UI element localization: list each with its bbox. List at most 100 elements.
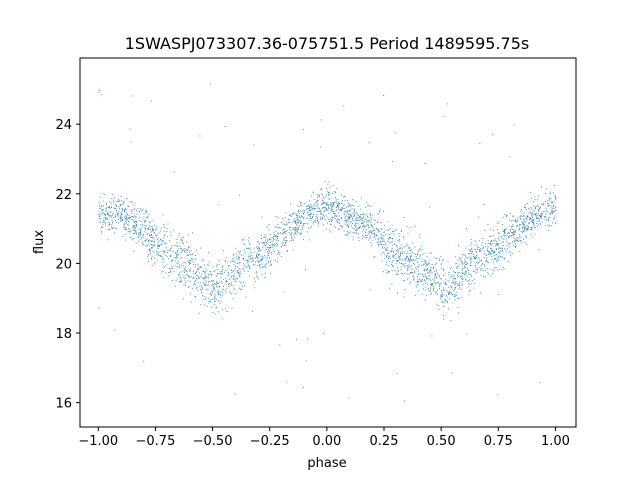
data-point xyxy=(536,223,538,224)
data-point xyxy=(516,237,518,238)
data-point xyxy=(496,242,498,244)
data-point xyxy=(134,232,136,234)
data-point xyxy=(429,279,431,281)
data-point xyxy=(402,273,403,275)
data-point xyxy=(486,257,488,259)
data-point xyxy=(134,225,136,227)
data-point xyxy=(397,273,399,275)
data-point xyxy=(464,265,465,267)
data-point xyxy=(440,264,442,266)
data-point xyxy=(522,228,524,230)
data-point xyxy=(507,236,509,238)
data-point xyxy=(123,224,125,225)
data-point xyxy=(292,213,293,215)
data-point xyxy=(503,238,505,240)
data-point xyxy=(234,278,236,280)
data-point xyxy=(541,216,543,217)
data-point xyxy=(456,285,458,287)
data-point xyxy=(454,295,456,297)
data-point xyxy=(399,259,401,261)
data-point xyxy=(238,194,240,196)
data-point xyxy=(326,194,327,196)
data-point xyxy=(455,256,457,258)
data-point xyxy=(477,257,479,259)
data-point xyxy=(428,271,430,273)
data-point xyxy=(234,247,236,249)
data-point xyxy=(157,237,159,239)
data-point xyxy=(105,214,106,216)
data-point xyxy=(495,248,497,250)
data-point xyxy=(266,263,268,265)
data-point xyxy=(405,257,407,259)
data-point xyxy=(506,228,508,230)
data-point xyxy=(149,235,151,236)
data-point xyxy=(400,269,402,271)
data-point xyxy=(513,232,515,234)
data-point xyxy=(273,243,275,245)
data-point xyxy=(275,216,277,218)
data-point xyxy=(419,255,421,257)
data-point xyxy=(480,265,482,267)
data-point xyxy=(374,256,376,258)
data-point xyxy=(253,264,255,265)
data-point xyxy=(417,282,419,284)
data-point xyxy=(433,280,435,282)
data-point xyxy=(350,209,352,211)
data-point xyxy=(372,214,374,216)
data-point xyxy=(236,278,237,280)
data-point xyxy=(144,244,146,246)
data-point xyxy=(132,226,134,228)
data-point xyxy=(447,286,449,288)
data-point xyxy=(158,245,159,247)
data-point xyxy=(134,215,136,217)
data-point xyxy=(401,230,402,232)
data-point xyxy=(346,234,348,236)
data-point xyxy=(329,204,331,206)
data-point xyxy=(290,227,292,228)
data-point xyxy=(197,290,199,292)
data-point xyxy=(331,219,333,221)
data-point xyxy=(146,245,148,247)
data-point xyxy=(147,233,149,234)
data-point xyxy=(326,203,328,205)
data-point xyxy=(343,230,345,232)
data-point xyxy=(295,222,297,224)
data-point xyxy=(107,212,109,214)
data-point xyxy=(297,215,299,217)
data-point xyxy=(115,221,117,223)
data-point xyxy=(212,312,214,313)
data-point xyxy=(201,285,203,287)
data-point xyxy=(505,235,507,237)
data-point xyxy=(261,257,263,259)
data-point xyxy=(394,270,396,272)
data-point xyxy=(265,247,267,249)
data-point xyxy=(396,274,398,276)
data-point xyxy=(258,243,260,245)
data-point xyxy=(300,221,302,223)
data-point xyxy=(302,129,304,131)
data-point xyxy=(523,215,525,217)
data-point xyxy=(212,279,214,281)
data-point xyxy=(458,283,460,285)
data-point xyxy=(357,227,359,229)
data-point xyxy=(490,229,492,230)
data-point xyxy=(302,229,304,230)
data-point xyxy=(135,216,137,218)
data-point xyxy=(391,244,393,246)
data-point xyxy=(343,204,345,206)
data-point xyxy=(491,248,492,249)
data-point xyxy=(396,245,398,247)
data-point xyxy=(522,238,524,240)
data-point xyxy=(388,270,389,272)
data-point xyxy=(208,261,210,263)
data-point xyxy=(461,284,463,286)
data-point xyxy=(179,272,181,274)
data-point xyxy=(362,214,364,216)
data-point xyxy=(491,239,492,241)
data-point xyxy=(494,250,496,252)
data-point xyxy=(429,206,431,208)
data-point xyxy=(243,254,245,256)
data-point xyxy=(192,261,194,263)
data-point xyxy=(218,300,220,301)
data-point xyxy=(117,199,119,201)
